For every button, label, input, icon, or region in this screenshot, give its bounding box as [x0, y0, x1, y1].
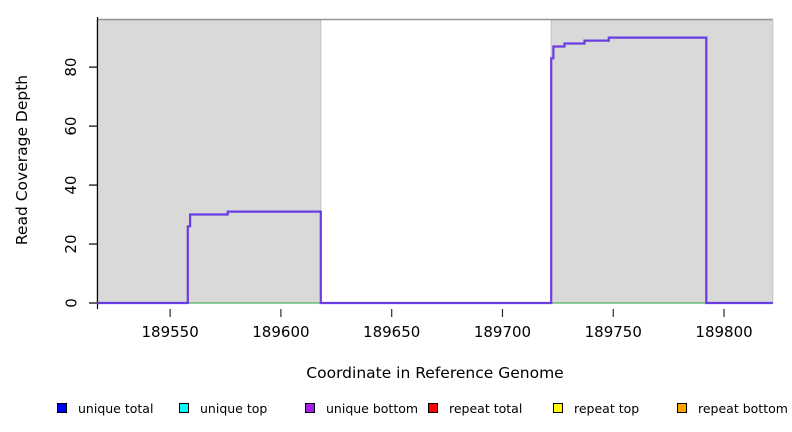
legend-label: repeat bottom	[698, 400, 788, 416]
legend-label: repeat total	[449, 400, 523, 416]
x-tick-label: 189550	[141, 323, 198, 341]
coverage-series-layer	[97, 36, 773, 305]
coverage-step-line	[97, 36, 773, 305]
legend-swatch-repeat-bottom	[677, 403, 687, 413]
legend-item-repeat-total: repeat total	[428, 400, 522, 416]
legend-item-unique-bottom: unique bottom	[305, 400, 418, 416]
legend-item-repeat-top: repeat top	[553, 400, 639, 416]
x-tick-label: 189650	[363, 323, 420, 341]
y-axis-title: Read Coverage Depth	[13, 75, 31, 245]
x-axis-title: Coordinate in Reference Genome	[306, 364, 563, 382]
y-tick-label: 80	[62, 58, 80, 77]
legend-swatch-repeat-top	[553, 403, 563, 413]
y-tick-label: 20	[62, 234, 80, 253]
plot-area: 0 20 40 60 80 189550 189600 189650 189700 189750 1…	[13, 17, 774, 382]
y-tick-label: 0	[62, 298, 80, 308]
legend-label: repeat top	[574, 400, 640, 416]
x-tick-label: 189800	[695, 323, 752, 341]
masked-regions-layer	[96, 18, 774, 304]
masked-region-left	[96, 19, 322, 304]
legend-label: unique bottom	[326, 400, 419, 416]
legend-label: unique total	[78, 400, 154, 416]
legend: unique total unique top unique bottom repea…	[0, 396, 792, 422]
y-tick-label: 60	[62, 117, 80, 136]
legend-swatch-repeat-total	[428, 403, 438, 413]
legend-item-repeat-bottom: repeat bottom	[677, 400, 788, 416]
axes-layer: 0 20 40 60 80 189550 189600 189650 189700 189750 1…	[62, 17, 753, 341]
masked-region-right	[550, 19, 774, 304]
legend-swatch-unique-total	[57, 403, 67, 413]
x-tick-label: 189750	[585, 323, 642, 341]
x-tick-label: 189600	[252, 323, 309, 341]
legend-swatch-unique-bottom	[305, 403, 315, 413]
legend-item-unique-total: unique total	[57, 400, 153, 416]
x-tick-label: 189700	[474, 323, 531, 341]
y-tick-label: 40	[62, 176, 80, 195]
legend-swatch-unique-top	[179, 403, 189, 413]
legend-label: unique top	[200, 400, 268, 416]
legend-item-unique-top: unique top	[179, 400, 267, 416]
